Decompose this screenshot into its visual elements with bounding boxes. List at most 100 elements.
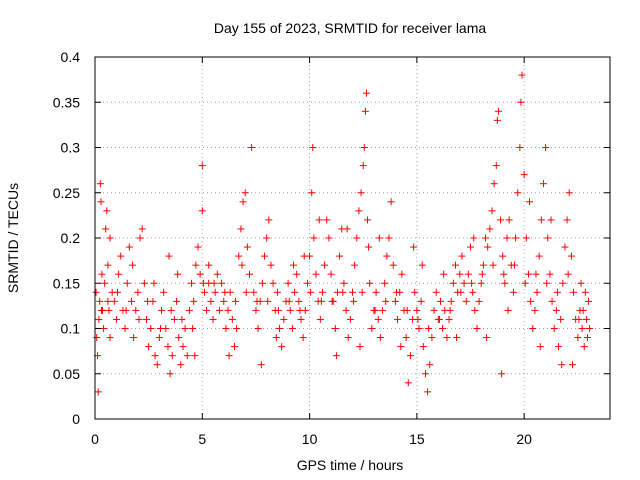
data-point xyxy=(165,252,173,260)
data-point xyxy=(272,334,280,342)
data-point xyxy=(300,252,308,260)
data-point xyxy=(366,279,374,287)
data-point xyxy=(153,361,161,369)
data-point xyxy=(312,270,320,278)
data-point xyxy=(392,288,400,296)
data-point xyxy=(343,225,351,233)
data-point xyxy=(456,270,464,278)
data-point xyxy=(243,243,251,251)
data-point xyxy=(203,306,211,314)
data-point xyxy=(536,343,544,351)
data-point xyxy=(224,306,232,314)
data-point xyxy=(340,279,348,287)
data-point xyxy=(222,325,230,332)
data-point xyxy=(228,315,236,323)
data-point xyxy=(458,252,466,260)
data-point xyxy=(361,107,369,115)
data-point xyxy=(183,352,191,360)
data-point xyxy=(521,279,529,287)
data-point xyxy=(288,325,296,332)
data-point xyxy=(145,343,153,351)
data-point xyxy=(570,288,578,296)
data-point xyxy=(98,270,106,278)
data-point xyxy=(492,162,500,170)
data-point xyxy=(484,243,492,251)
chart-title: Day 155 of 2023, SRMTID for receiver lam… xyxy=(214,20,487,36)
data-point xyxy=(372,288,380,296)
data-point xyxy=(122,306,130,314)
data-point xyxy=(574,334,582,342)
data-point xyxy=(383,252,391,260)
data-point xyxy=(385,234,393,242)
data-point xyxy=(140,279,148,287)
data-point xyxy=(331,325,339,332)
data-point xyxy=(296,306,304,314)
data-point xyxy=(235,252,243,260)
data-point xyxy=(529,325,537,332)
data-point xyxy=(501,279,509,287)
data-point xyxy=(446,306,454,314)
data-point xyxy=(561,243,569,251)
data-point xyxy=(389,261,397,269)
x-axis-ticks: 0 5 10 15 20 xyxy=(91,57,532,447)
data-point xyxy=(117,252,125,260)
data-point xyxy=(486,225,494,233)
data-point xyxy=(445,315,453,323)
data-point xyxy=(328,297,336,305)
data-point xyxy=(315,216,323,224)
data-point xyxy=(151,352,159,360)
data-point xyxy=(135,315,143,323)
data-point xyxy=(232,297,240,305)
data-point xyxy=(518,71,526,79)
data-point xyxy=(467,243,475,251)
data-point xyxy=(517,98,525,106)
data-point xyxy=(443,334,451,342)
data-point xyxy=(391,297,399,305)
data-point xyxy=(303,279,311,287)
data-point xyxy=(310,234,318,242)
data-point xyxy=(166,370,174,378)
data-point xyxy=(276,325,284,332)
data-point xyxy=(417,297,425,305)
data-point xyxy=(199,279,207,287)
data-point xyxy=(97,306,105,314)
data-point xyxy=(550,325,558,332)
data-point xyxy=(123,279,131,287)
data-point xyxy=(533,288,541,296)
data-point xyxy=(205,261,213,269)
data-point xyxy=(121,325,129,332)
y-tick-label: 0.05 xyxy=(53,366,80,382)
y-axis-ticks: 0 0.05 0.1 0.15 0.2 0.25 0.3 0.35 0.4 xyxy=(53,49,610,427)
data-point xyxy=(327,270,335,278)
data-point xyxy=(238,261,246,269)
data-point xyxy=(138,225,146,233)
data-point xyxy=(362,89,370,97)
data-point xyxy=(470,234,478,242)
x-tick-label: 15 xyxy=(409,431,425,447)
data-point xyxy=(96,297,104,305)
data-point xyxy=(578,325,586,332)
data-point xyxy=(289,261,297,269)
data-point xyxy=(449,279,457,287)
data-point xyxy=(567,252,575,260)
data-point xyxy=(546,270,554,278)
data-point xyxy=(565,189,573,197)
data-point xyxy=(374,315,382,323)
data-point xyxy=(93,334,101,342)
data-point xyxy=(542,144,550,151)
data-point xyxy=(254,325,262,332)
data-point xyxy=(339,288,347,296)
data-point xyxy=(181,325,189,332)
data-point xyxy=(323,216,331,224)
data-point xyxy=(164,343,172,351)
data-point xyxy=(325,234,333,242)
data-point xyxy=(155,334,163,342)
data-point xyxy=(179,343,187,351)
data-point xyxy=(457,288,465,296)
data-point xyxy=(512,234,520,242)
data-point xyxy=(168,352,176,360)
data-point xyxy=(295,297,303,305)
data-point xyxy=(346,315,354,323)
data-point xyxy=(136,234,144,242)
data-point xyxy=(175,334,183,342)
